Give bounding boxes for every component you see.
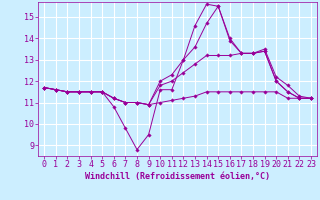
- X-axis label: Windchill (Refroidissement éolien,°C): Windchill (Refroidissement éolien,°C): [85, 172, 270, 181]
